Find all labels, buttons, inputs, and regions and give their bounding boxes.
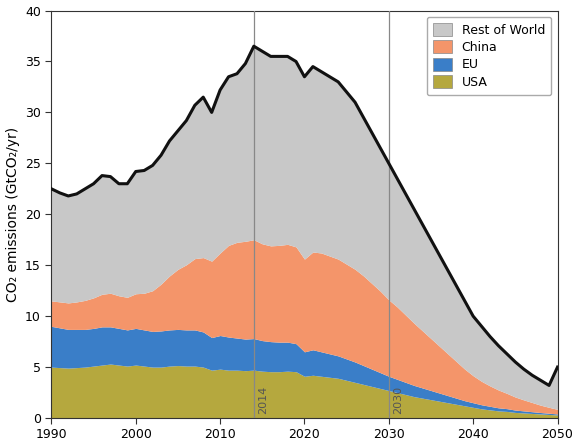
Legend: Rest of World, China, EU, USA: Rest of World, China, EU, USA	[427, 17, 551, 95]
Text: 2030: 2030	[393, 386, 403, 414]
Text: 2014: 2014	[258, 386, 268, 414]
Y-axis label: CO₂ emissions (GtCO₂/yr): CO₂ emissions (GtCO₂/yr)	[6, 127, 20, 302]
